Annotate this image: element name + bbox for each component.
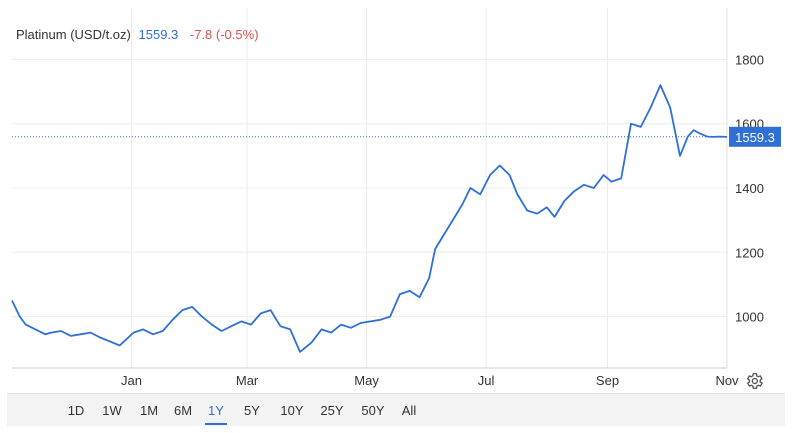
x-tick-label: Mar [236, 373, 259, 388]
last-value-label: 1559.3 [735, 130, 775, 145]
range-button-50y[interactable]: 50Y [361, 403, 385, 418]
range-button-1y[interactable]: 1Y [205, 394, 227, 427]
price-line [11, 84, 728, 353]
range-button-10y[interactable]: 10Y [280, 403, 304, 418]
y-tick-label: 1800 [735, 52, 764, 67]
x-tick-label: May [354, 373, 379, 388]
price-change: -7.8 (-0.5%) [189, 27, 259, 42]
gear-icon[interactable] [744, 371, 764, 391]
range-button-1w[interactable]: 1W [102, 403, 122, 418]
x-tick-label: Jul [478, 373, 495, 388]
range-button-1m[interactable]: 1M [139, 403, 159, 418]
y-tick-label: 1200 [735, 245, 764, 260]
last-price: 1559.3 [138, 27, 179, 42]
last-value-badge [729, 126, 781, 147]
x-tick-label: Nov [715, 373, 739, 388]
range-button-1d[interactable]: 1D [67, 403, 85, 418]
range-button-25y[interactable]: 25Y [320, 403, 344, 418]
range-button-5y[interactable]: 5Y [244, 403, 260, 418]
y-tick-label: 1000 [735, 310, 764, 325]
x-tick-label: Sep [596, 373, 619, 388]
y-tick-label: 1400 [735, 181, 764, 196]
legend: Platinum (USD/t.oz) 1559.3 -7.8 (-0.5%) [16, 27, 259, 42]
range-button-all[interactable]: All [401, 403, 417, 418]
range-button-6m[interactable]: 6M [173, 403, 193, 418]
range-selector: 1D 1W 1M 6M 1Y 5Y 10Y 25Y 50Y All [7, 393, 785, 426]
instrument-name: Platinum (USD/t.oz) [16, 27, 131, 42]
x-tick-label: Jan [121, 373, 142, 388]
